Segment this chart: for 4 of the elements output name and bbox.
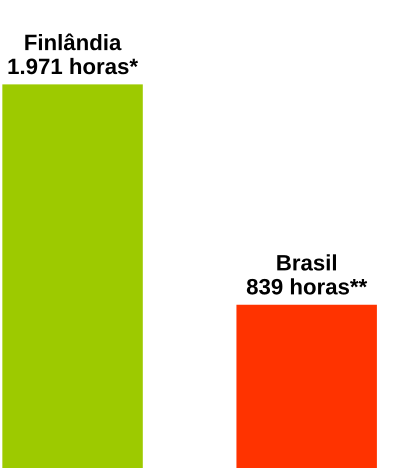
x-tick-label: Brasil	[277, 254, 336, 271]
data-label: 1.971 horas*	[8, 58, 138, 74]
data-label: 839 horas**	[246, 278, 368, 295]
x-tick-label: Finlândia	[25, 34, 122, 50]
